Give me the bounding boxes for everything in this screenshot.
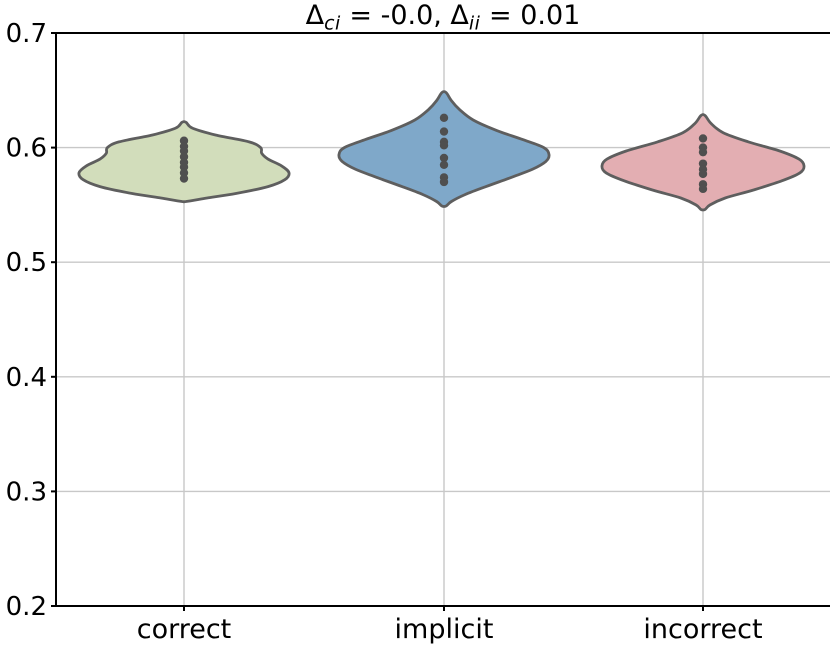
data-point-implicit — [439, 160, 449, 169]
title-text: Δ — [305, 0, 325, 31]
title-text: = -0.0, Δ — [340, 0, 469, 31]
data-point-incorrect — [698, 134, 708, 143]
data-point-incorrect — [698, 147, 708, 157]
data-point-incorrect — [698, 169, 708, 179]
data-point-implicit — [439, 127, 449, 136]
data-point-incorrect — [698, 184, 708, 194]
y-tick-label: 0.5 — [6, 248, 47, 278]
data-point-implicit — [439, 177, 449, 187]
y-tick-label: 0.3 — [6, 477, 47, 507]
y-tick-label: 0.7 — [6, 19, 47, 49]
y-tick-label: 0.2 — [6, 592, 47, 622]
data-point-implicit — [439, 113, 449, 123]
y-tick-label: 0.6 — [6, 134, 47, 164]
data-point-correct — [179, 174, 189, 183]
title-subscript: ii — [468, 12, 481, 35]
title-subscript: ci — [324, 12, 341, 35]
x-tick-label-correct: correct — [137, 614, 232, 645]
data-point-implicit — [439, 141, 449, 150]
title-text: = 0.01 — [480, 0, 581, 31]
y-tick-label: 0.4 — [6, 363, 47, 393]
x-tick-label-incorrect: incorrect — [643, 614, 762, 645]
data-point-implicit — [439, 153, 449, 163]
x-tick-label-implicit: implicit — [395, 614, 494, 645]
chart-title: Δci = -0.0, Δii = 0.01 — [56, 0, 830, 35]
